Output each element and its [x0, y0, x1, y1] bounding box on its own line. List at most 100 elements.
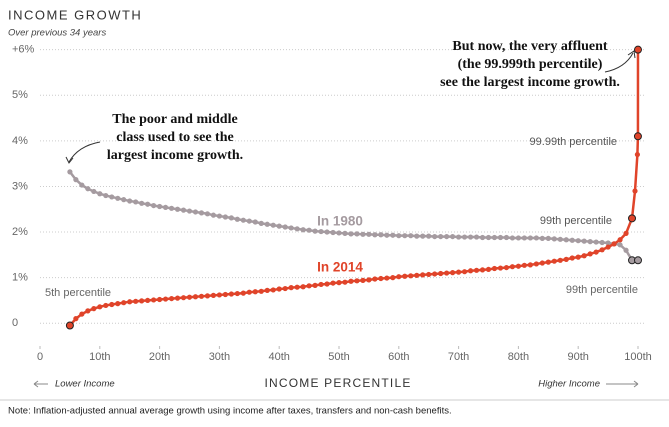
point: [396, 274, 402, 280]
point: [605, 244, 611, 250]
point: [318, 281, 324, 288]
point: [473, 234, 480, 240]
point: [617, 242, 623, 248]
point: [390, 232, 396, 238]
point: [593, 239, 599, 245]
point: [450, 233, 456, 240]
point: [467, 268, 474, 274]
point: [127, 198, 133, 204]
point: [288, 285, 294, 291]
point: [461, 269, 468, 275]
point: [318, 228, 324, 235]
chart-subtitle: Over previous 34 years: [8, 28, 106, 39]
point: [551, 236, 557, 242]
point: [461, 234, 468, 240]
annotation-arrows: [65, 50, 636, 164]
point: [115, 195, 121, 201]
point: [162, 204, 169, 211]
point: [145, 297, 151, 304]
point: [336, 230, 342, 236]
point: [509, 264, 516, 270]
point-label: 99th percentile: [540, 215, 612, 227]
point-label: 5th percentile: [45, 287, 111, 299]
point: [103, 192, 109, 199]
point: [599, 239, 605, 246]
point: [551, 258, 557, 264]
point: [324, 229, 330, 235]
point: [563, 256, 569, 262]
point: [288, 225, 294, 231]
point: [276, 223, 282, 229]
point: [342, 279, 348, 285]
point: [186, 294, 193, 300]
highlight-point: [65, 321, 74, 330]
point: [133, 199, 139, 205]
point: [240, 217, 246, 223]
annotation-arrowhead: [65, 156, 74, 164]
point: [438, 270, 444, 277]
point: [294, 226, 300, 232]
point: [216, 213, 222, 219]
point: [485, 234, 492, 241]
point: [133, 298, 139, 304]
point: [372, 232, 378, 238]
point: [162, 296, 169, 302]
point: [408, 233, 414, 239]
point: [246, 218, 252, 224]
point: [85, 308, 91, 314]
point: [282, 224, 288, 230]
point: [593, 249, 599, 255]
point: [252, 219, 258, 225]
point: [444, 270, 450, 276]
point: [151, 297, 157, 303]
right-arrow: [606, 380, 639, 388]
highlight-point: [633, 45, 642, 54]
point: [282, 285, 288, 292]
point: [623, 230, 629, 236]
point: [581, 253, 587, 259]
point: [109, 301, 115, 308]
point: [258, 220, 264, 226]
point: [115, 301, 121, 307]
point: [222, 291, 228, 298]
point: [240, 290, 246, 296]
point: [479, 234, 486, 241]
point: [127, 299, 133, 305]
point: [408, 273, 414, 279]
point: [557, 257, 563, 263]
point: [139, 298, 145, 304]
series-label: In 1980: [317, 214, 363, 229]
point: [121, 300, 127, 306]
point: [479, 267, 486, 273]
point: [312, 228, 318, 234]
point: [384, 275, 390, 281]
point: [73, 177, 79, 183]
annotation: class used to see the: [116, 130, 233, 145]
point: [426, 271, 432, 278]
series-label: In 2014: [317, 260, 363, 275]
x-tick-label: 100th: [624, 351, 652, 363]
direction-arrows: [33, 380, 639, 388]
point: [186, 208, 193, 214]
point: [157, 203, 163, 210]
point-label: 99.99th percentile: [530, 136, 617, 148]
point: [605, 240, 611, 246]
point: [145, 201, 151, 207]
point: [491, 265, 498, 272]
point: [420, 233, 426, 239]
x-axis-label: INCOME PERCENTILE: [264, 376, 411, 390]
point: [139, 200, 145, 206]
point: [533, 235, 539, 241]
point: [545, 235, 551, 242]
point: [294, 284, 300, 290]
point: [103, 302, 109, 309]
point: [503, 264, 510, 271]
x-tick-label: 90th: [567, 351, 588, 363]
point: [575, 238, 581, 244]
annotation: (the 99.999th percentile): [458, 57, 603, 72]
point: [204, 293, 211, 299]
point: [521, 262, 527, 268]
point: [456, 234, 462, 240]
x-tick-label: 10th: [89, 351, 110, 363]
point: [324, 281, 330, 287]
